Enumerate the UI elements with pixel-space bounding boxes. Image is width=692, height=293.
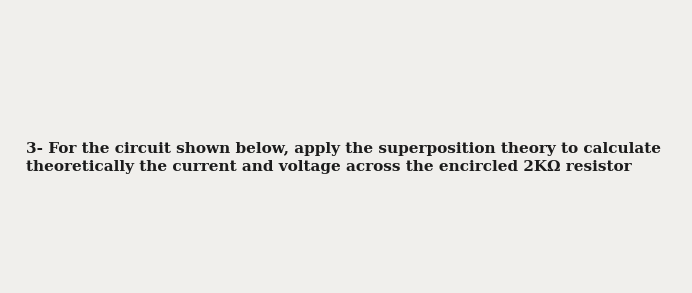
Text: 3- For the circuit shown below, apply the superposition theory to calculate
theo: 3- For the circuit shown below, apply th… bbox=[26, 142, 662, 174]
